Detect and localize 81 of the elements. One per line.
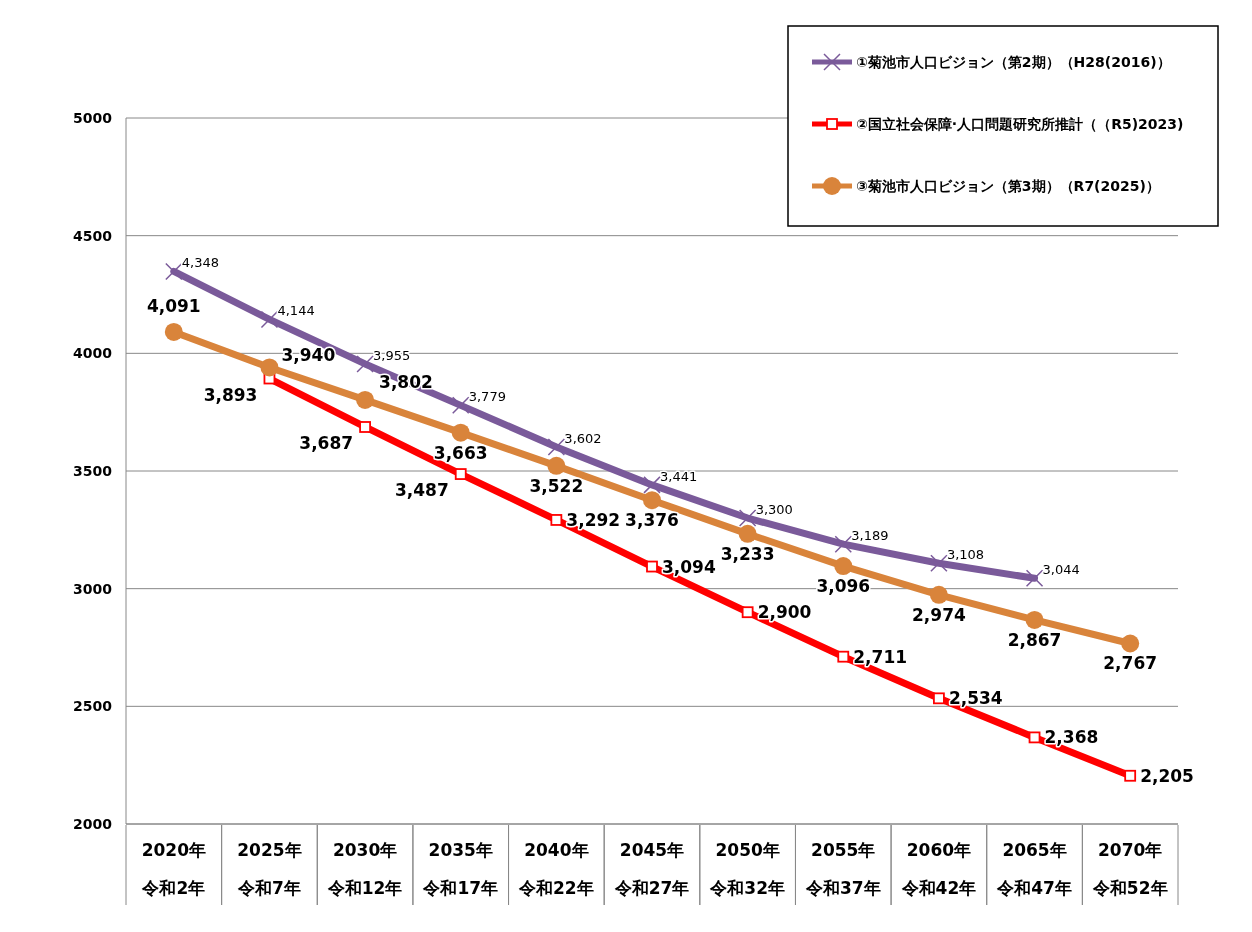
point: [837, 650, 850, 663]
point: [834, 535, 853, 553]
x-tick-label: 2035年令和17年: [422, 840, 499, 898]
point: [451, 423, 470, 442]
data-label: 3,687: [299, 432, 354, 453]
data-label: 3,940: [281, 345, 336, 366]
data-label: 4,144: [277, 303, 315, 319]
point: [834, 557, 853, 576]
point: [741, 606, 754, 619]
x-tick-label: 2020年令和2年: [141, 840, 206, 898]
data-label: 3,955: [373, 347, 411, 363]
data-label: 2,974: [912, 604, 966, 625]
point: [646, 560, 658, 573]
data-label: 2,767: [1103, 653, 1158, 674]
data-label: 3,779: [468, 389, 506, 405]
point: [550, 514, 563, 526]
point: [930, 554, 948, 572]
x-tick-label: 2050年令和32年: [709, 840, 785, 898]
point: [929, 585, 948, 604]
y-tick-label: 2000: [73, 816, 113, 832]
data-label: 4,091: [146, 295, 201, 316]
data-label: 3,602: [564, 431, 602, 446]
point: [359, 421, 371, 433]
point: [260, 310, 279, 329]
data-label: 2,534: [948, 688, 1003, 709]
y-tick-label: 4500: [73, 227, 113, 244]
data-label: 3,663: [433, 442, 488, 463]
data-label: 3,522: [529, 475, 584, 496]
data-label: 3,893: [203, 384, 258, 405]
x-tick-label: 2030年令和12年: [326, 840, 403, 898]
x-tick-label: 2055年令和37年: [804, 840, 881, 898]
point: [1025, 569, 1044, 588]
point: [1028, 731, 1041, 744]
x-tick-label: 2070年令和52年: [1091, 840, 1168, 898]
legend-label: ③菊池市人口ビジョン（第3期）（R7(2025)）: [856, 178, 1160, 194]
data-label: 3,376: [625, 510, 679, 531]
data-label: 2,900: [757, 602, 812, 623]
data-label: 3,094: [662, 556, 716, 577]
data-label: 3,044: [1042, 562, 1080, 578]
x-tick-label: 2045年令和27年: [613, 840, 690, 898]
y-tick-label: 3500: [73, 463, 113, 479]
y-tick-label: 4000: [73, 345, 113, 362]
legend-label: ②国立社会保障·人口問題研究所推計（（R5)2023): [856, 116, 1184, 132]
x-tick-label: 2040年令和22年: [518, 840, 594, 898]
x-tick-label: 2025年令和7年: [237, 840, 302, 898]
data-label: 3,233: [720, 543, 775, 564]
x-tick-label: 2065年令和47年: [996, 840, 1072, 898]
data-label: 3,441: [660, 468, 698, 484]
data-label: 2,867: [1007, 629, 1062, 650]
data-label: 4,348: [181, 255, 220, 271]
point: [547, 438, 566, 456]
point: [165, 262, 183, 281]
point: [738, 524, 757, 543]
data-label: 2,205: [1140, 765, 1194, 786]
point: [356, 355, 374, 373]
point: [1124, 769, 1137, 782]
y-tick-label: 5000: [73, 110, 113, 126]
data-label: 2,711: [853, 646, 908, 667]
y-tick-label: 3000: [73, 580, 113, 597]
point: [356, 390, 375, 409]
point: [164, 322, 183, 341]
point: [933, 692, 945, 705]
point: [643, 491, 661, 510]
point: [1121, 634, 1140, 653]
data-label: 3,189: [851, 528, 889, 544]
point: [1025, 610, 1044, 629]
point: [451, 396, 470, 415]
point: [738, 509, 757, 527]
data-label: 2,368: [1044, 727, 1099, 748]
data-label: 3,096: [816, 576, 871, 597]
y-tick-label: 2500: [73, 698, 113, 715]
point: [547, 456, 566, 475]
point: [260, 358, 279, 377]
point: [454, 468, 467, 480]
legend-label: ①菊池市人口ビジョン（第2期）（H28(2016)）: [856, 54, 1171, 70]
x-tick-label: 2060年令和42年: [900, 840, 977, 898]
data-label: 3,487: [394, 480, 449, 501]
data-label: 3,292: [566, 509, 621, 530]
data-label: 3,300: [755, 502, 793, 518]
point: [643, 476, 661, 494]
data-label: 3,108: [946, 547, 985, 563]
